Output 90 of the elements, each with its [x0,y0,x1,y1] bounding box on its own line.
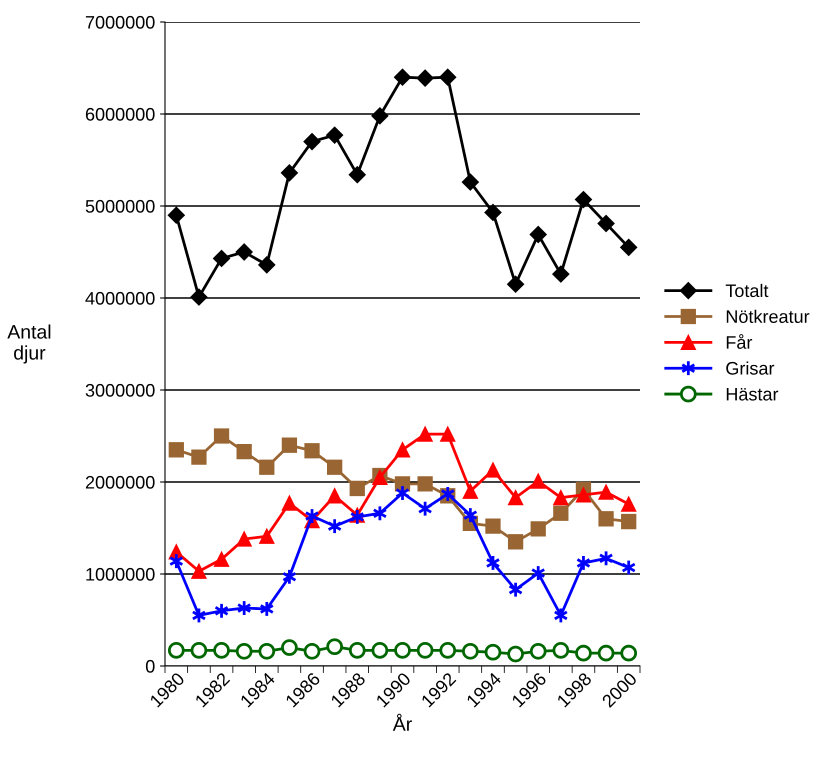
point [372,642,388,659]
point [191,450,207,465]
point [304,642,320,660]
point [552,266,570,283]
point [348,166,366,184]
point [620,644,638,662]
point [530,226,547,244]
point [440,426,456,442]
point [214,552,230,567]
point [327,460,342,475]
point [348,642,366,659]
y-tick-label: 5000000 [86,200,155,213]
point [212,250,230,267]
point [598,214,615,232]
point [484,204,502,221]
point [168,642,185,659]
point [485,462,501,478]
y-tick-label: 0 [146,660,155,673]
point [439,68,456,86]
point [190,642,208,659]
point [462,642,479,660]
y-tick-label: 3000000 [86,384,155,397]
legend-label: Hästar [726,388,778,401]
point [282,496,298,511]
point [462,484,478,499]
point [191,564,207,579]
point [394,442,410,458]
y-axis-title: Antal djur [7,324,50,364]
point [508,490,524,506]
point [439,642,456,659]
point [575,644,592,662]
point [574,191,592,208]
point [530,642,547,660]
point [236,444,252,460]
y-tick-label: 1000000 [86,568,155,581]
x-axis-title: År [392,714,412,731]
legend-label: Får [726,334,752,349]
point [280,164,298,182]
point [417,426,433,442]
point [462,174,479,191]
point [326,126,344,144]
point [213,642,230,659]
point [236,642,252,660]
point [530,473,546,489]
y-tick-label: 4000000 [85,292,155,305]
point [394,68,412,86]
point [258,642,276,660]
point [576,487,592,503]
point [508,534,524,550]
point [327,488,342,504]
point [417,476,433,492]
point [168,206,185,224]
point [236,531,252,547]
point [598,644,614,662]
point [281,639,298,656]
point [282,438,298,453]
point [303,133,321,150]
y-tick-label: 6000000 [86,108,155,121]
point [394,642,411,659]
point [258,256,276,274]
point [350,480,365,496]
point [214,428,230,444]
point [552,642,570,659]
point [598,511,614,526]
point [168,442,184,458]
y-tick-label: 2000000 [86,476,155,489]
point [484,644,502,661]
point [507,646,524,662]
point [530,521,546,537]
point [416,642,434,659]
point [236,243,253,261]
point [190,288,208,306]
point [507,276,524,293]
point [304,443,320,458]
legend-label: Grisar [726,361,774,375]
point [326,638,343,656]
point [371,107,388,124]
point [621,496,636,512]
legend-label: Nötkreatur [726,310,810,323]
point [485,518,501,534]
point [598,484,614,500]
legend-label: Totalt [726,284,768,298]
point [553,490,568,506]
point [259,460,274,475]
point [620,238,638,256]
point [416,70,434,87]
point [259,528,274,544]
point [621,514,636,530]
point [553,506,568,521]
y-tick-label: 7000000 [86,16,155,29]
